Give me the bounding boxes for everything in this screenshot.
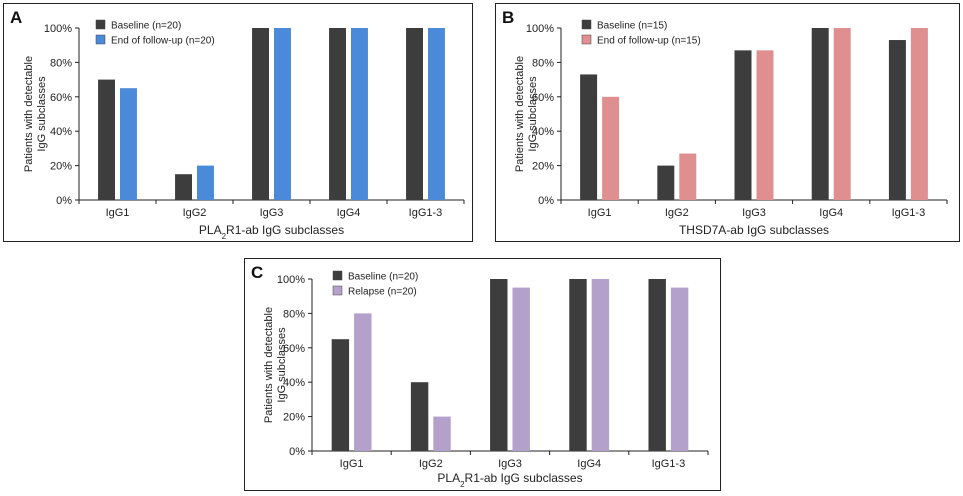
bar-igg1-3-series-2 bbox=[910, 28, 928, 200]
y-tick-label: 40% bbox=[50, 126, 72, 138]
legend-swatch-1 bbox=[332, 270, 343, 281]
y-tick-label: 40% bbox=[283, 377, 305, 389]
bar-igg1-series-1 bbox=[331, 339, 350, 451]
y-tick-label: 20% bbox=[532, 161, 554, 173]
y-tick-label: 0% bbox=[289, 446, 305, 458]
panel-a: A 0% 20% 40% 60% 80% 100% IgG1 IgG2 IgG3 IgG4 IgG1… bbox=[3, 3, 473, 242]
y-tick-label: 60% bbox=[50, 92, 72, 104]
x-tick-label: IgG1 bbox=[340, 458, 364, 470]
bar-igg3-series-1 bbox=[734, 50, 752, 200]
panel-label-b: B bbox=[502, 8, 515, 27]
bar-igg4-series-2 bbox=[591, 279, 610, 451]
x-tick-label: IgG3 bbox=[260, 207, 284, 219]
bar-igg1-series-2 bbox=[120, 88, 137, 200]
bar-igg2-series-1 bbox=[657, 165, 675, 200]
bar-igg1-series-2 bbox=[354, 313, 372, 451]
bar-igg1-series-1 bbox=[580, 74, 598, 200]
y-tick-label: 80% bbox=[283, 308, 305, 320]
x-tick-label: IgG2 bbox=[665, 207, 689, 219]
x-tick-label: IgG1 bbox=[106, 207, 130, 219]
y-axis-label-line2: IgG subclasses bbox=[36, 76, 48, 152]
y-axis-label-line1: Patients with detectable bbox=[263, 307, 275, 423]
x-axis-label: PLA2R1-ab IgG subclasses bbox=[437, 471, 582, 489]
legend-label-2: End of follow-up (n=20) bbox=[111, 36, 215, 47]
bar-igg2-series-2 bbox=[433, 416, 451, 451]
legend-label-1: Baseline (n=15) bbox=[597, 21, 667, 32]
chart-b: 0% 20% 40% 60% 80% 100% IgG1 IgG2 IgG3 IgG4 IgG1-3… bbox=[514, 19, 948, 237]
x-tick-label: IgG4 bbox=[819, 207, 843, 219]
x-axis-label: THSD7A-ab IgG subclasses bbox=[679, 223, 829, 237]
x-tick-label: IgG4 bbox=[577, 458, 601, 470]
bar-igg2-series-1 bbox=[410, 382, 429, 451]
bar-igg4-series-1 bbox=[329, 28, 346, 200]
bar-igg3-series-1 bbox=[252, 28, 269, 200]
bar-igg4-series-2 bbox=[351, 28, 368, 200]
legend-swatch-2 bbox=[332, 285, 343, 296]
x-tick-label: IgG1-3 bbox=[652, 458, 686, 470]
bar-igg1-3-series-2 bbox=[428, 28, 445, 200]
y-tick-label: 100% bbox=[526, 23, 554, 35]
legend-label-1: Baseline (n=20) bbox=[111, 21, 181, 32]
bar-igg4-series-1 bbox=[569, 279, 587, 451]
bar-igg4-series-2 bbox=[833, 28, 851, 200]
x-tick-label: IgG1 bbox=[588, 207, 612, 219]
y-tick-label: 20% bbox=[50, 161, 72, 173]
bar-igg3-series-1 bbox=[490, 279, 508, 451]
y-tick-label: 80% bbox=[532, 57, 554, 69]
bar-igg1-3-series-1 bbox=[888, 40, 906, 200]
y-tick-label: 80% bbox=[50, 57, 72, 69]
legend-swatch-1 bbox=[95, 19, 106, 30]
panel-label-c: C bbox=[251, 263, 264, 282]
bar-igg1-series-2 bbox=[602, 96, 620, 200]
x-tick-label: IgG1-3 bbox=[409, 207, 443, 219]
x-tick-label: IgG3 bbox=[498, 458, 522, 470]
bar-igg1-series-1 bbox=[98, 79, 115, 200]
y-tick-label: 0% bbox=[56, 195, 72, 207]
x-tick-label: IgG4 bbox=[337, 207, 361, 219]
panel-label-a: A bbox=[10, 8, 23, 27]
y-axis-label-line1: Patients with detectable bbox=[23, 56, 35, 172]
y-tick-label: 100% bbox=[277, 274, 305, 286]
y-tick-label: 60% bbox=[532, 92, 554, 104]
chart-a: 0% 20% 40% 60% 80% 100% IgG1 IgG2 IgG3 IgG4 IgG1-3… bbox=[23, 19, 465, 240]
x-tick-label: IgG3 bbox=[742, 207, 766, 219]
legend-swatch-2 bbox=[95, 34, 106, 45]
panel-b: B 0% 20% 40% 60% 80% 100% IgG1 IgG2 IgG3 IgG4 IgG1… bbox=[495, 3, 960, 242]
bar-igg2-series-2 bbox=[197, 165, 214, 200]
bar-igg1-3-series-1 bbox=[406, 28, 423, 200]
x-tick-label: IgG1-3 bbox=[892, 207, 926, 219]
legend-swatch-1 bbox=[581, 19, 592, 30]
y-tick-label: 0% bbox=[538, 195, 554, 207]
chart-c: 0% 20% 40% 60% 80% 100% IgG1 IgG2 IgG3 IgG4 IgG1-3… bbox=[263, 270, 709, 489]
y-tick-label: 20% bbox=[283, 412, 305, 424]
panel-c: C 0% 20% 40% 60% 80% 100% IgG1 IgG2 IgG3 IgG4 IgG1… bbox=[244, 258, 721, 491]
y-tick-label: 40% bbox=[532, 126, 554, 138]
x-tick-label: IgG2 bbox=[419, 458, 443, 470]
bar-igg4-series-1 bbox=[811, 28, 829, 200]
legend-label-2: Relapse (n=20) bbox=[348, 287, 417, 298]
y-axis-label-line1: Patients with detectable bbox=[514, 56, 526, 172]
legend-label-1: Baseline (n=20) bbox=[348, 272, 418, 283]
x-tick-label: IgG2 bbox=[183, 207, 207, 219]
bar-igg1-3-series-2 bbox=[670, 287, 689, 451]
legend-label-2: End of follow-up (n=15) bbox=[597, 36, 701, 47]
legend-swatch-2 bbox=[581, 34, 592, 45]
y-tick-label: 60% bbox=[283, 343, 305, 355]
bar-igg3-series-2 bbox=[512, 287, 530, 451]
bar-igg3-series-2 bbox=[274, 28, 291, 200]
y-axis-label-line2: IgG subclasses bbox=[276, 327, 288, 403]
bar-igg2-series-2 bbox=[679, 153, 697, 200]
bar-igg2-series-1 bbox=[175, 174, 192, 200]
bar-igg1-3-series-1 bbox=[648, 279, 666, 451]
y-tick-label: 100% bbox=[44, 23, 72, 35]
y-axis-label-line2: IgG subclasses bbox=[527, 76, 539, 152]
bar-igg3-series-2 bbox=[756, 50, 774, 200]
x-axis-label: PLA2R1-ab IgG subclasses bbox=[199, 223, 344, 240]
